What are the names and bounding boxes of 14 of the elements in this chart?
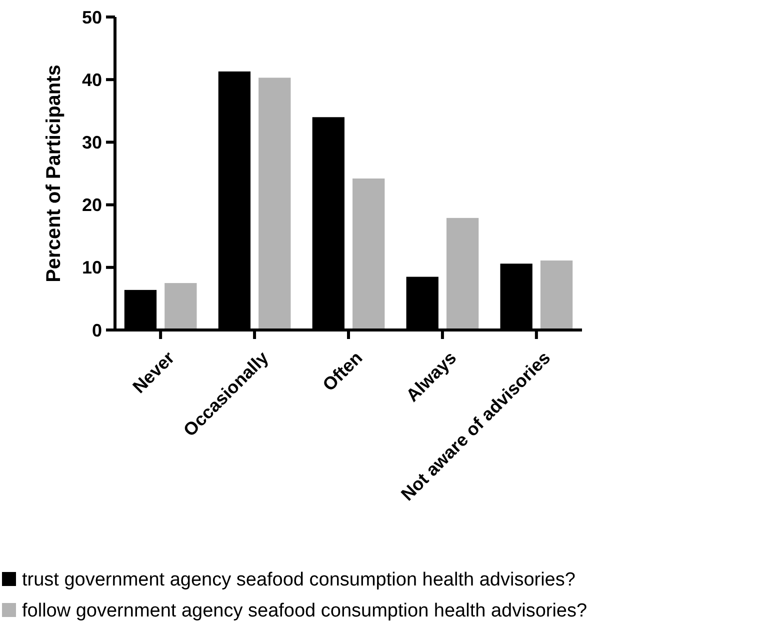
bar	[540, 260, 573, 330]
y-axis-title: Percent of Participants	[43, 64, 65, 282]
bar	[258, 78, 291, 330]
y-tick-label: 30	[82, 132, 102, 152]
y-tick-label: 0	[92, 320, 102, 340]
legend-label: trust government agency seafood consumption health advisories?	[22, 570, 576, 591]
bar	[164, 283, 197, 330]
y-tick-label: 40	[82, 70, 102, 90]
y-tick-label: 20	[82, 195, 102, 216]
bar	[352, 178, 385, 330]
y-tick-label: 50	[82, 7, 102, 28]
bar	[446, 218, 479, 330]
legend-label: follow government agency seafood consumption health advisories?	[22, 600, 588, 622]
y-tick-label: 10	[82, 258, 102, 278]
